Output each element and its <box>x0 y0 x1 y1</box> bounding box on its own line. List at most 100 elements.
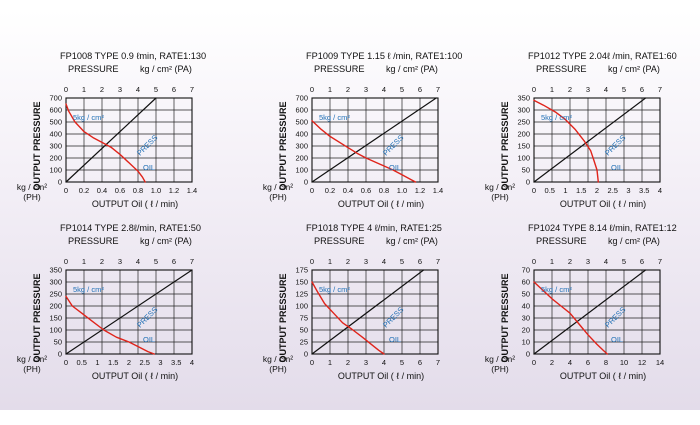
oil-series-line <box>311 281 385 355</box>
x-axis-label: OUTPUT Oil ( ℓ / min) <box>92 199 178 209</box>
top-axis-tick-label: 0 <box>310 257 314 266</box>
top-axis-tick-label: 6 <box>172 257 176 266</box>
top-axis-tick-label: 3 <box>364 85 368 94</box>
y-axis-tick-label: 60 <box>522 278 530 287</box>
chart-panel-2: FP1009 TYPE 1.15 ℓ /min, RATE1:100 PRESSU… <box>263 51 462 209</box>
chart-title: FP1008 TYPE 0.9 ℓmin, RATE1:130 <box>60 51 206 61</box>
ph-unit-label: (PH) <box>269 192 287 202</box>
top-axis-tick-label: 5 <box>622 257 626 266</box>
top-axis-tick-label: 1 <box>82 257 86 266</box>
top-axis-tick-label: 0 <box>64 257 68 266</box>
y-axis-tick-label: 100 <box>517 154 530 163</box>
annotation-5kg: 5kg / cm² <box>73 285 104 294</box>
x-axis-tick-label: 1.5 <box>108 358 118 367</box>
y-axis-label: OUTPUT PRESSURE <box>32 101 42 190</box>
y-axis-tick-label: 400 <box>295 130 308 139</box>
pressure-label: PRESSURE <box>68 64 119 74</box>
y-axis-tick-label: 200 <box>517 130 530 139</box>
x-axis-tick-label: 1.0 <box>397 186 407 195</box>
y-axis-tick-label: 500 <box>295 118 308 127</box>
x-axis-tick-label: 12 <box>638 358 646 367</box>
top-axis-tick-label: 3 <box>364 257 368 266</box>
y-axis-tick-label: 70 <box>522 266 530 275</box>
plot-frame <box>311 97 439 183</box>
x-axis-tick-label: 6 <box>586 358 590 367</box>
x-axis-tick-label: 0.5 <box>77 358 87 367</box>
y-axis-label: OUTPUT PRESSURE <box>278 273 288 362</box>
x-axis-tick-label: 0 <box>532 186 536 195</box>
y-axis-tick-label: 700 <box>295 94 308 103</box>
top-axis-tick-label: 2 <box>346 257 350 266</box>
x-axis-tick-label: 3 <box>364 358 368 367</box>
y-axis-tick-label: 40 <box>522 302 530 311</box>
oil-series-label: OIL <box>143 163 155 172</box>
oil-series-label: OIL <box>389 163 401 172</box>
y-axis-label: OUTPUT PRESSURE <box>32 273 42 362</box>
y-axis-tick-label: 200 <box>49 154 62 163</box>
top-axis-tick-label: 7 <box>190 85 194 94</box>
x-axis-label: OUTPUT Oil ( ℓ / min) <box>560 371 646 381</box>
plot-frame <box>65 97 193 183</box>
y-axis-tick-label: 300 <box>517 106 530 115</box>
y-axis-tick-label: 200 <box>295 154 308 163</box>
y-axis-label: OUTPUT PRESSURE <box>500 101 510 190</box>
y-axis-tick-label: 30 <box>522 314 530 323</box>
press-series-line <box>65 97 157 183</box>
x-axis-tick-label: 7 <box>436 358 440 367</box>
y-axis-tick-label: 50 <box>54 338 62 347</box>
plot-frame <box>533 97 661 183</box>
y-axis-tick-label: 0 <box>58 350 62 359</box>
top-axis-tick-label: 3 <box>118 85 122 94</box>
y-axis-tick-label: 350 <box>517 94 530 103</box>
top-axis-tick-label: 4 <box>136 257 140 266</box>
chart-title: FP1012 TYPE 2.04ℓ /min, RATE1:60 <box>528 51 677 61</box>
x-axis-tick-label: 0.8 <box>133 186 143 195</box>
top-axis-tick-label: 2 <box>568 85 572 94</box>
top-axis-tick-label: 4 <box>604 85 608 94</box>
y-axis-tick-label: 50 <box>300 326 308 335</box>
y-axis-tick-label: 0 <box>304 178 308 187</box>
plot-frame <box>533 269 661 355</box>
y-axis-tick-label: 100 <box>49 166 62 175</box>
top-axis-tick-label: 6 <box>640 85 644 94</box>
y-axis-tick-label: 300 <box>295 142 308 151</box>
y-axis-tick-label: 0 <box>58 178 62 187</box>
ph-unit-label: kg / cm² <box>263 354 293 364</box>
ph-unit-label: (PH) <box>23 192 41 202</box>
plot-frame <box>311 269 439 355</box>
oil-series-label: OIL <box>611 335 623 344</box>
top-axis-tick-label: 0 <box>532 85 536 94</box>
y-axis-tick-label: 600 <box>295 106 308 115</box>
pressure-label: PRESSURE <box>536 236 587 246</box>
pressure-label: PRESSURE <box>68 236 119 246</box>
oil-series-line <box>311 120 417 183</box>
annotation-5kg: 5kg / cm² <box>541 113 572 122</box>
x-axis-tick-label: 0 <box>532 358 536 367</box>
x-axis-tick-label: 0 <box>64 358 68 367</box>
top-axis-tick-label: 4 <box>136 85 140 94</box>
y-axis-tick-label: 100 <box>295 166 308 175</box>
top-axis-tick-label: 6 <box>418 257 422 266</box>
oil-series-line <box>533 99 599 183</box>
y-axis-tick-label: 350 <box>49 266 62 275</box>
y-axis-tick-label: 0 <box>526 178 530 187</box>
top-axis-tick-label: 0 <box>310 85 314 94</box>
pa-unit-label: kg / cm² (PA) <box>608 236 660 246</box>
y-axis-tick-label: 150 <box>517 142 530 151</box>
pa-unit-label: kg / cm² (PA) <box>386 64 438 74</box>
oil-series-label: OIL <box>143 335 155 344</box>
x-axis-tick-label: 0.4 <box>343 186 353 195</box>
page-background <box>0 10 700 410</box>
top-axis-tick-label: 1 <box>550 85 554 94</box>
x-axis-tick-label: 0 <box>310 358 314 367</box>
x-axis-tick-label: 1.2 <box>415 186 425 195</box>
y-axis-tick-label: 100 <box>295 302 308 311</box>
x-axis-label: OUTPUT Oil ( ℓ / min) <box>338 371 424 381</box>
x-axis-tick-label: 1.4 <box>187 186 197 195</box>
x-axis-label: OUTPUT Oil ( ℓ / min) <box>560 199 646 209</box>
x-axis-tick-label: 5 <box>400 358 404 367</box>
top-axis-tick-label: 2 <box>568 257 572 266</box>
top-axis-tick-label: 2 <box>346 85 350 94</box>
chart-title: FP1018 TYPE 4 ℓ/min, RATE1:25 <box>306 223 442 233</box>
